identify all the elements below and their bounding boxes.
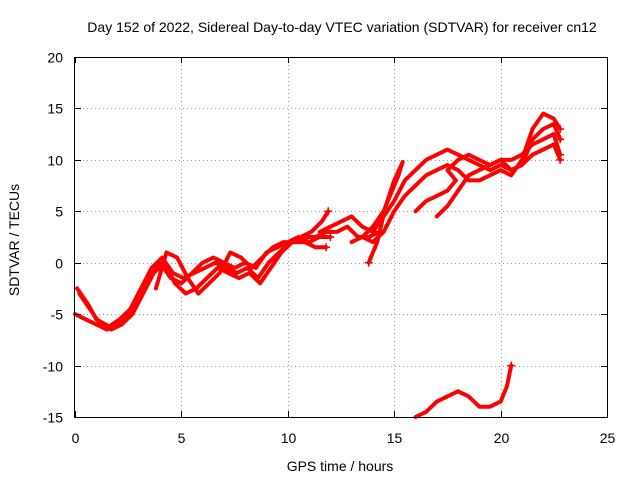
series-end-marker: [322, 243, 331, 252]
series-end-marker: [556, 125, 565, 133]
series-line-track-a: [75, 209, 331, 329]
series-layer: [73, 111, 565, 419]
series-end-marker: [324, 207, 333, 216]
y-tick-label: -5: [51, 307, 64, 323]
x-tick-label: 0: [72, 430, 80, 446]
series-line-track-d: [153, 224, 382, 296]
chart-title: Day 152 of 2022, Sidereal Day-to-day VTE…: [87, 19, 597, 35]
series-line-track-i: [434, 142, 563, 219]
y-axis-label: SDTVAR / TECUs: [6, 184, 22, 296]
series-end-marker: [556, 135, 565, 144]
series-line-track-f: [360, 111, 563, 245]
y-tick-label: 10: [47, 153, 63, 169]
series-line-track-j: [413, 363, 514, 419]
y-tick-label: 20: [47, 50, 63, 66]
x-axis-label: GPS time / hours: [287, 458, 394, 474]
x-tick-label: 15: [387, 430, 403, 446]
tick-layer: 0 5 10 15 20 25 -15 -10 -5 0 5 10 15 20: [43, 50, 616, 447]
series-line-track-g: [349, 159, 405, 265]
series-end-marker: [364, 258, 373, 267]
series-end-marker: [556, 155, 565, 164]
series-line-track-h: [413, 132, 563, 214]
y-tick-label: 0: [55, 256, 63, 272]
y-tick-label: 15: [47, 101, 63, 117]
x-tick-label: 10: [281, 430, 297, 446]
x-tick-label: 5: [178, 430, 186, 446]
x-tick-label: 25: [600, 430, 616, 446]
x-tick-label: 20: [494, 430, 510, 446]
y-tick-label: 5: [55, 204, 63, 220]
series-end-marker: [326, 233, 335, 241]
series-end-marker: [507, 361, 516, 370]
series-line-track-b: [77, 240, 329, 332]
y-tick-label: -15: [43, 410, 63, 426]
y-tick-label: -10: [43, 359, 63, 375]
plot-frame: [74, 57, 608, 418]
grid-layer: [75, 57, 607, 417]
